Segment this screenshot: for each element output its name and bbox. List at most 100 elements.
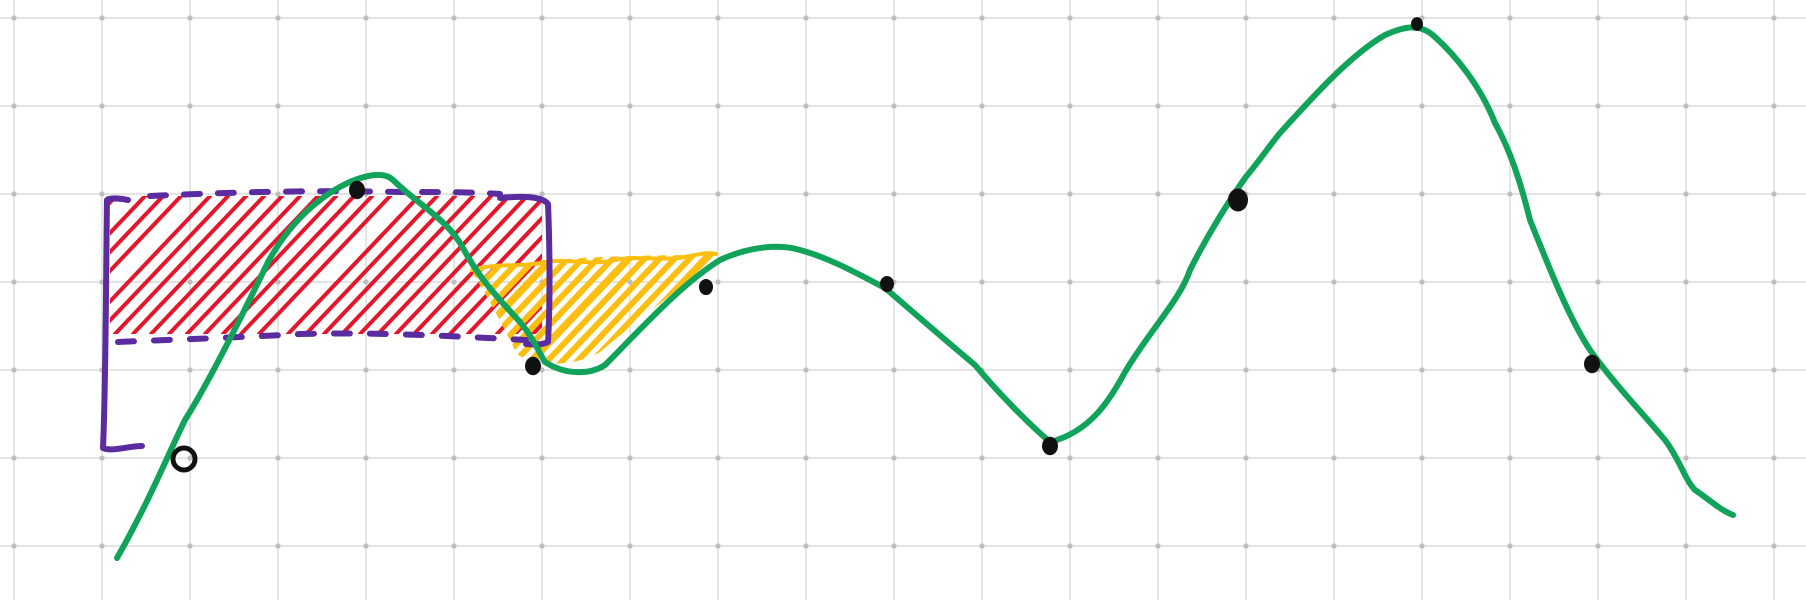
grid-intersection-dot bbox=[1507, 15, 1513, 21]
grid-intersection-dot bbox=[1595, 543, 1601, 549]
grid-intersection-dot bbox=[627, 279, 633, 285]
grid-intersection-dot bbox=[1155, 279, 1161, 285]
grid-intersection-dot bbox=[1419, 103, 1425, 109]
grid-intersection-dot bbox=[979, 455, 985, 461]
yellow-hatch-stroke bbox=[472, 255, 563, 364]
grid-intersection-dot bbox=[715, 543, 721, 549]
grid-intersection-dot bbox=[539, 543, 545, 549]
grid-intersection-dot bbox=[451, 279, 457, 285]
filled-dot-icon bbox=[1584, 354, 1600, 374]
grid-intersection-dot bbox=[715, 279, 721, 285]
grid-intersection-dot bbox=[1683, 191, 1689, 197]
grid-intersection-dot bbox=[1683, 455, 1689, 461]
red-hatch-stroke bbox=[412, 196, 542, 334]
grid-intersection-dot bbox=[1331, 367, 1337, 373]
grid-intersection-dot bbox=[187, 543, 193, 549]
grid-intersection-dot bbox=[1771, 367, 1777, 373]
grid-intersection-dot bbox=[803, 279, 809, 285]
grid-intersection-dot bbox=[363, 15, 369, 21]
grid-intersection-dot bbox=[891, 367, 897, 373]
grid-intersection-dot bbox=[979, 103, 985, 109]
grid-intersection-dot bbox=[1683, 543, 1689, 549]
grid-intersection-dot bbox=[99, 103, 105, 109]
grid-intersection-dot bbox=[627, 543, 633, 549]
grid-intersection-dot bbox=[99, 543, 105, 549]
grid-intersection-dot bbox=[187, 15, 193, 21]
top-dashed-edge bbox=[147, 188, 503, 199]
grid-intersection-dot bbox=[539, 103, 545, 109]
grid-intersection-dot bbox=[275, 103, 281, 109]
yellow-hatch-stroke bbox=[472, 255, 531, 364]
grid-intersection-dot bbox=[803, 103, 809, 109]
open-circle-icon bbox=[170, 445, 198, 473]
grid-intersection-dot bbox=[627, 15, 633, 21]
grid-intersection-dot bbox=[803, 191, 809, 197]
grid-intersection-dot bbox=[627, 367, 633, 373]
grid-intersection-dot bbox=[1155, 103, 1161, 109]
grid-intersection-dot bbox=[1155, 543, 1161, 549]
grid-intersection-dot bbox=[451, 455, 457, 461]
grid-intersection-dot bbox=[1771, 543, 1777, 549]
grid-intersection-dot bbox=[11, 367, 17, 373]
grid-intersection-dot bbox=[1067, 279, 1073, 285]
grid-intersection-dot bbox=[1771, 191, 1777, 197]
grid-intersection-dot bbox=[1067, 543, 1073, 549]
grid-intersection-dot bbox=[1243, 455, 1249, 461]
grid-intersection-dot bbox=[1595, 103, 1601, 109]
grid-intersection-dot bbox=[891, 543, 897, 549]
red-hatch-stroke bbox=[257, 196, 393, 334]
grid-intersection-dot bbox=[11, 279, 17, 285]
red-hatch-stroke bbox=[167, 196, 303, 334]
grid-intersection-dot bbox=[275, 367, 281, 373]
grid-intersection-dot bbox=[1155, 191, 1161, 197]
grid-intersection-dot bbox=[1771, 455, 1777, 461]
grid-intersection-dot bbox=[11, 543, 17, 549]
grid-intersection-dot bbox=[1507, 103, 1513, 109]
grid-intersection-dot bbox=[1771, 103, 1777, 109]
red-hatch-stroke bbox=[110, 196, 231, 324]
red-hatch-stroke bbox=[358, 196, 494, 334]
grid-intersection-dot bbox=[1507, 191, 1513, 197]
grid-intersection-dot bbox=[1243, 15, 1249, 21]
red-hatch-stroke bbox=[110, 196, 166, 255]
filled-dot-icon bbox=[880, 275, 894, 293]
grid-intersection-dot bbox=[1067, 15, 1073, 21]
grid-intersection-dot bbox=[1683, 103, 1689, 109]
grid-intersection-dot bbox=[187, 455, 193, 461]
grid-intersection-dot bbox=[539, 191, 545, 197]
grid-intersection-dot bbox=[1243, 367, 1249, 373]
grid-intersection-dot bbox=[979, 543, 985, 549]
grid-intersection-dot bbox=[363, 103, 369, 109]
yellow-region-top-edge bbox=[470, 251, 718, 272]
grid-intersection-dot bbox=[1419, 543, 1425, 549]
grid-intersection-dot bbox=[1243, 279, 1249, 285]
yellow-hatch-stroke bbox=[550, 255, 670, 364]
grid-intersection-dot bbox=[11, 455, 17, 461]
grid-intersection-dot bbox=[1067, 103, 1073, 109]
grid-intersection-dot bbox=[539, 455, 545, 461]
grid-intersection-dot bbox=[1155, 455, 1161, 461]
grid-intersection-dot bbox=[1419, 367, 1425, 373]
grid-intersection-dot bbox=[275, 543, 281, 549]
grid-intersection-dot bbox=[1507, 367, 1513, 373]
grid-intersection-dot bbox=[99, 15, 105, 21]
grid-intersection-dot bbox=[275, 191, 281, 197]
grid-intersection-dot bbox=[275, 455, 281, 461]
yellow-hatch-stroke bbox=[472, 255, 516, 364]
grid-intersection-dot bbox=[1507, 279, 1513, 285]
data-points bbox=[170, 17, 1600, 473]
grid-intersection-dot bbox=[1771, 279, 1777, 285]
grid-intersection-dot bbox=[1771, 15, 1777, 21]
red-hatch-stroke bbox=[304, 196, 440, 334]
grid-intersection-dot bbox=[363, 279, 369, 285]
grid-intersection-dot bbox=[627, 103, 633, 109]
grid-intersection-dot bbox=[1331, 191, 1337, 197]
grid-intersection-dot bbox=[539, 15, 545, 21]
grid-intersection-dot bbox=[715, 15, 721, 21]
grid-intersection-dot bbox=[627, 191, 633, 197]
grid-intersection-dot bbox=[1331, 15, 1337, 21]
red-hatch-stroke bbox=[340, 196, 476, 334]
grid-intersection-dot bbox=[1683, 367, 1689, 373]
grid-intersection-dot bbox=[891, 191, 897, 197]
red-hatch-stroke bbox=[131, 196, 267, 334]
